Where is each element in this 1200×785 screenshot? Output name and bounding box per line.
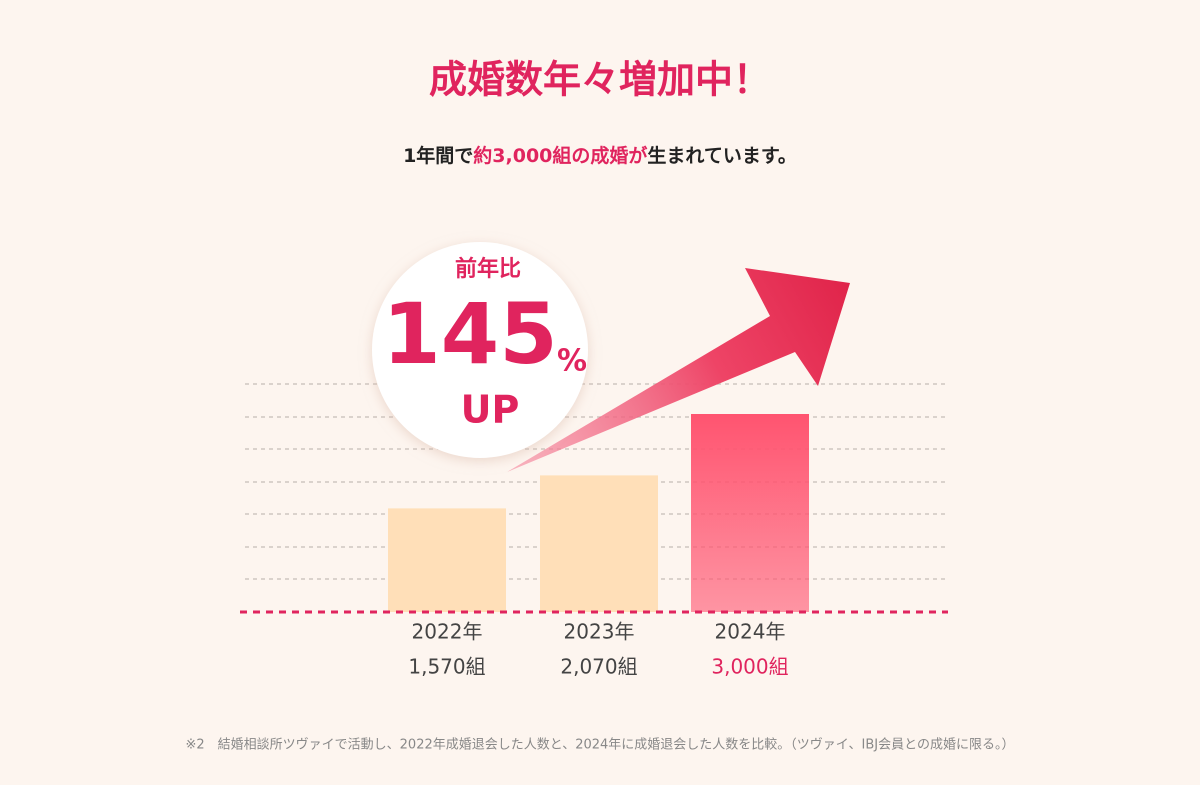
x-tick-label: 2024年 (715, 620, 786, 644)
badge-number: 145 (382, 285, 557, 383)
subtitle-part: 生まれています。 (647, 144, 797, 167)
badge-suffix: UP (461, 388, 520, 432)
subtitle: 1年間で約3,000組の成婚が生まれています。 (403, 144, 797, 167)
badge-caption: 前年比 (455, 256, 521, 282)
value-label: 2,070組 (560, 655, 637, 679)
subtitle-part: 約3,000組の成婚が (473, 144, 647, 167)
value-label: 1,570組 (408, 655, 485, 679)
footnote: ※2 結婚相談所ツヴァイで活動し、2022年成婚退会した人数と、2024年に成婚… (185, 737, 1014, 753)
badge-unit: % (557, 344, 587, 379)
value-label: 3,000組 (711, 655, 788, 679)
bar (540, 475, 658, 612)
bar (691, 414, 809, 612)
x-tick-label: 2023年 (564, 620, 635, 644)
badge (372, 242, 588, 458)
subtitle-part: 1年間で (403, 144, 473, 167)
grid (245, 383, 948, 580)
x-tick-label: 2022年 (412, 620, 483, 644)
bar (388, 508, 506, 612)
bars (388, 414, 809, 612)
title: 成婚数年々増加中！ (429, 58, 771, 102)
arrow (507, 268, 850, 472)
